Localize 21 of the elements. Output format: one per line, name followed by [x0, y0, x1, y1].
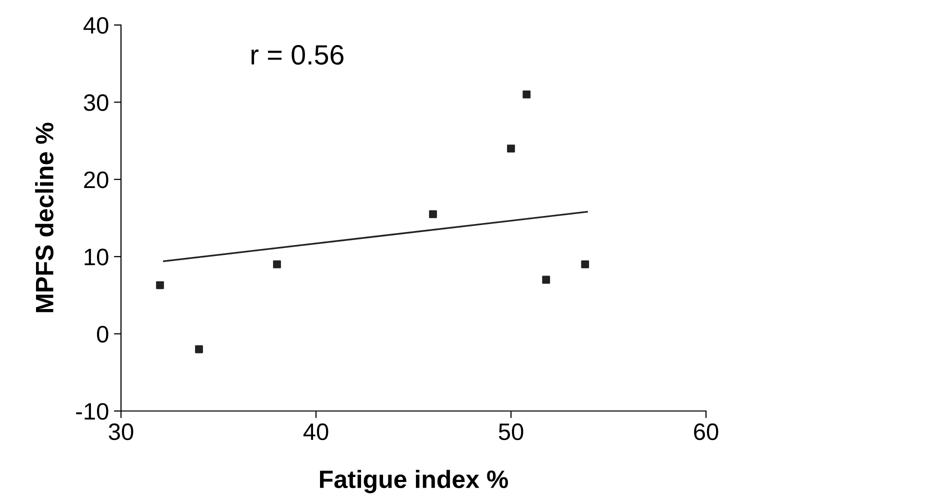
annotation: r = 0.56: [252, 45, 344, 65]
point: [507, 144, 515, 152]
y-tick-label: -10: [76, 403, 108, 420]
x-tick-label: 50: [498, 423, 524, 440]
point: [195, 345, 203, 354]
y-tick-label: 20: [84, 171, 108, 188]
point: [581, 260, 590, 268]
y-tick-label: 40: [83, 17, 108, 34]
point: [429, 210, 437, 218]
y-tick-label: 0: [96, 326, 108, 343]
x-tick-label: 30: [108, 423, 134, 440]
x-axis-title: Fatigue index %: [320, 470, 508, 494]
point: [522, 90, 531, 98]
y-tick-label: 10: [84, 248, 108, 266]
point: [542, 276, 550, 284]
y-tick-label: 30: [84, 94, 108, 111]
point: [273, 260, 281, 268]
x-tick-label: 40: [303, 423, 328, 440]
y-axis-title: MPFS decline %: [35, 122, 54, 312]
x-tick-label: 60: [694, 423, 718, 440]
point: [156, 281, 164, 290]
